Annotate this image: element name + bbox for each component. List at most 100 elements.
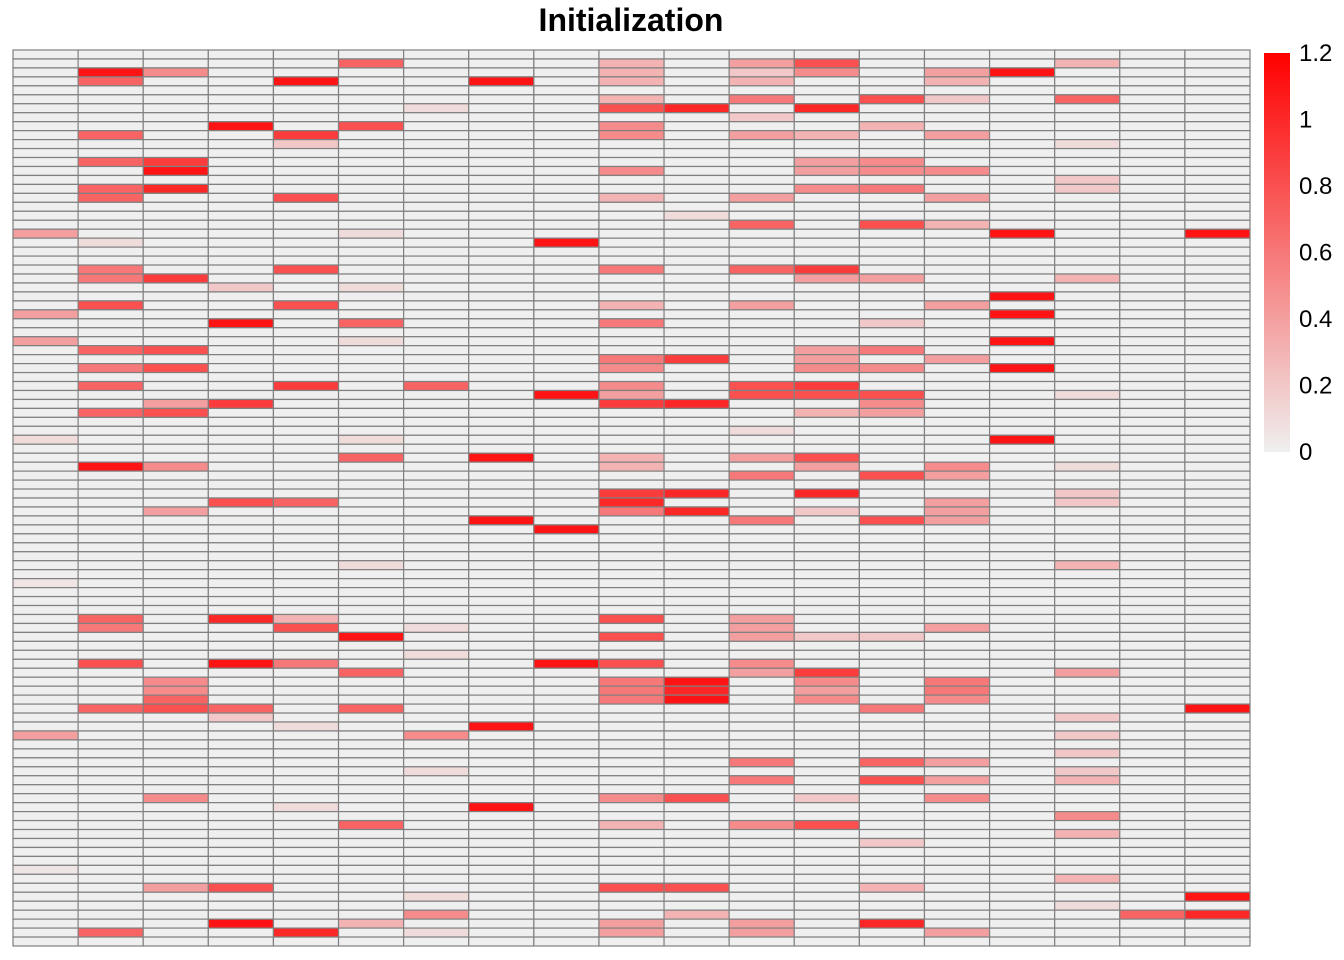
heatmap-cell <box>468 345 535 356</box>
heatmap-cell <box>468 918 535 929</box>
heatmap-cell <box>207 371 275 383</box>
heatmap-cell <box>403 900 470 911</box>
heatmap-cell <box>77 927 144 938</box>
heatmap-cell <box>858 784 926 795</box>
heatmap-cell <box>207 775 275 786</box>
heatmap-cell <box>858 416 926 427</box>
heatmap-cell <box>12 667 79 678</box>
heatmap-cell <box>403 246 470 257</box>
heatmap-cell <box>533 380 600 392</box>
heatmap-cell <box>1184 855 1251 866</box>
heatmap-cell <box>142 936 209 947</box>
heatmap-cell <box>663 389 730 401</box>
heatmap-cell <box>1184 703 1251 714</box>
heatmap-cell <box>207 201 275 212</box>
heatmap-cell <box>142 819 209 831</box>
heatmap-cell <box>598 354 665 365</box>
heatmap-cell <box>142 828 209 840</box>
heatmap-cell <box>858 802 926 813</box>
heatmap-cell <box>793 873 860 884</box>
heatmap-cell <box>468 515 535 526</box>
heatmap-cell <box>1119 712 1186 723</box>
heatmap-cell <box>142 318 209 329</box>
heatmap-cell <box>533 416 600 427</box>
heatmap-cell <box>142 909 209 920</box>
heatmap-cell <box>12 201 79 212</box>
heatmap-cell <box>1054 927 1121 938</box>
heatmap-cell <box>142 479 209 490</box>
heatmap-cell <box>142 139 209 150</box>
heatmap-cell <box>77 282 144 293</box>
heatmap-cell <box>403 837 470 849</box>
heatmap-cell <box>1054 784 1121 795</box>
heatmap-cell <box>598 757 665 768</box>
heatmap-cell <box>77 398 144 410</box>
heatmap-cell <box>1184 497 1251 508</box>
heatmap-cell <box>988 470 1056 481</box>
heatmap-cell <box>793 542 860 553</box>
heatmap-cell <box>923 533 991 544</box>
heatmap-cell <box>923 363 991 374</box>
heatmap-cell <box>468 757 535 768</box>
heatmap-cell <box>1054 613 1121 625</box>
heatmap-cell <box>403 407 470 418</box>
heatmap-cell <box>988 130 1056 141</box>
heatmap-cell <box>598 336 665 347</box>
heatmap-cell <box>988 336 1056 347</box>
heatmap-cell <box>793 76 860 87</box>
heatmap-cell <box>533 443 600 454</box>
heatmap-cell <box>728 371 795 383</box>
heatmap-cell <box>1054 156 1121 168</box>
heatmap-cell <box>403 103 470 114</box>
heatmap-cell <box>337 578 405 589</box>
heatmap-cell <box>12 748 79 759</box>
heatmap-cell <box>12 336 79 347</box>
heatmap-cell <box>77 703 144 714</box>
heatmap-cell <box>272 130 340 141</box>
heatmap-cell <box>988 793 1056 804</box>
heatmap-cell <box>403 586 470 598</box>
heatmap-cell <box>403 846 470 858</box>
heatmap-cell <box>77 67 144 78</box>
heatmap-cell <box>793 506 860 517</box>
heatmap-cell <box>207 900 275 911</box>
heatmap-cell <box>1184 515 1251 526</box>
heatmap-cell <box>77 210 144 221</box>
heatmap-cell <box>858 470 926 481</box>
heatmap-cell <box>533 264 600 275</box>
heatmap-cell <box>793 658 860 669</box>
legend-tick-label: 0.4 <box>1299 306 1332 333</box>
heatmap-cell <box>142 497 209 508</box>
heatmap-cell <box>468 748 535 759</box>
heatmap-cell <box>1184 318 1251 329</box>
heatmap-cell <box>468 488 535 499</box>
heatmap-cell <box>1054 354 1121 365</box>
heatmap-cell <box>337 67 405 78</box>
heatmap-cell <box>468 533 535 544</box>
heatmap-cell <box>272 721 340 732</box>
heatmap-cell <box>403 882 470 893</box>
heatmap-cell <box>468 712 535 723</box>
heatmap-cell <box>533 371 600 383</box>
heatmap-cell <box>533 569 600 580</box>
heatmap-cell <box>403 470 470 481</box>
heatmap-cell <box>533 363 600 374</box>
heatmap-cell <box>663 210 730 221</box>
heatmap-cell <box>1119 479 1186 490</box>
heatmap-cell <box>142 676 209 687</box>
heatmap-cell <box>272 685 340 696</box>
heatmap-cell <box>728 192 795 203</box>
heatmap-cell <box>663 318 730 329</box>
heatmap-cell <box>207 586 275 598</box>
heatmap-cell <box>923 345 991 356</box>
heatmap-cell <box>533 354 600 365</box>
heatmap-cell <box>403 389 470 401</box>
heatmap-cell <box>988 49 1056 60</box>
heatmap-cell <box>1054 58 1121 69</box>
heatmap-cell <box>793 757 860 768</box>
heatmap-cell <box>403 533 470 544</box>
heatmap-cell <box>728 837 795 849</box>
heatmap-cell <box>12 900 79 911</box>
heatmap-cell <box>923 210 991 221</box>
heatmap-cell <box>272 775 340 786</box>
